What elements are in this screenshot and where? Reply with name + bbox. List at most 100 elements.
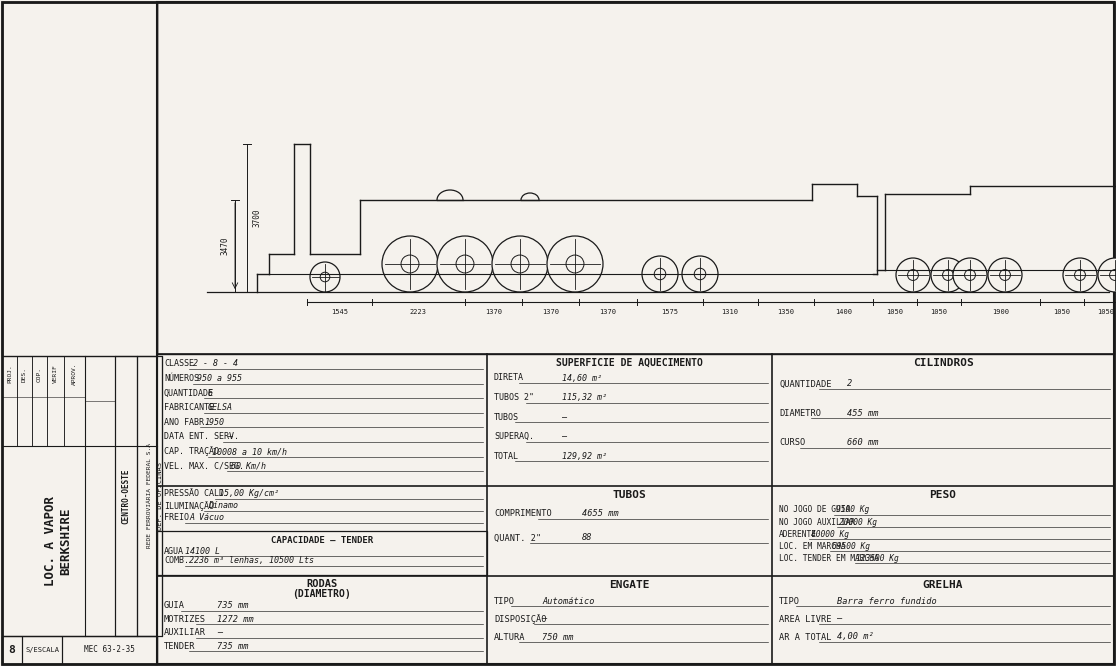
Text: A Vácuo: A Vácuo: [189, 513, 224, 522]
Text: 1310: 1310: [722, 309, 739, 315]
Text: 1575: 1575: [662, 309, 679, 315]
Circle shape: [642, 256, 679, 292]
Bar: [157, 2, 1114, 664]
Bar: [22, 636, 62, 664]
Text: NO JOGO AUXILIAR: NO JOGO AUXILIAR: [779, 517, 855, 527]
Circle shape: [1098, 258, 1116, 292]
Text: MOTRIZES: MOTRIZES: [164, 615, 206, 624]
Text: CAP. TRAÇÃO: CAP. TRAÇÃO: [164, 447, 219, 456]
Text: DEP. DE OFICINAS: DEP. DE OFICINAS: [156, 462, 163, 530]
Text: S/ESCALA: S/ESCALA: [25, 647, 59, 653]
Text: ENGATE: ENGATE: [609, 580, 650, 590]
Text: VEL. MAX. C/SEG.: VEL. MAX. C/SEG.: [164, 462, 244, 471]
Text: 1050: 1050: [1054, 309, 1070, 315]
Text: PROJ.: PROJ.: [7, 364, 12, 384]
Text: TUBOS: TUBOS: [494, 413, 519, 422]
Text: 4655 mm: 4655 mm: [583, 509, 618, 519]
Text: Automático: Automático: [542, 597, 595, 605]
Text: 1370: 1370: [599, 309, 617, 315]
Text: (DIAMETRO): (DIAMETRO): [292, 589, 352, 599]
Text: —: —: [227, 432, 232, 442]
Circle shape: [437, 236, 493, 292]
Text: NO JOGO DE GUIA: NO JOGO DE GUIA: [779, 505, 850, 515]
Text: AGUA: AGUA: [164, 547, 184, 556]
Circle shape: [694, 268, 705, 280]
Text: 20000 Kg: 20000 Kg: [839, 517, 877, 527]
Circle shape: [943, 270, 953, 280]
Text: ANO FABR.: ANO FABR.: [164, 418, 209, 427]
Text: 2 - 8 - 4: 2 - 8 - 4: [193, 360, 238, 368]
Circle shape: [953, 258, 987, 292]
Text: TIPO: TIPO: [494, 597, 514, 605]
Text: GUIA: GUIA: [164, 601, 185, 611]
Text: TIPO: TIPO: [779, 597, 800, 605]
Text: 735 mm: 735 mm: [217, 601, 249, 611]
Circle shape: [382, 236, 437, 292]
Text: 115,32 m²: 115,32 m²: [562, 393, 607, 402]
Text: DATA ENT. SERV.: DATA ENT. SERV.: [164, 432, 239, 442]
Text: Barra ferro fundido: Barra ferro fundido: [837, 597, 936, 605]
Bar: [137, 356, 162, 636]
Circle shape: [511, 255, 529, 273]
Bar: [157, 2, 1114, 354]
Circle shape: [547, 236, 603, 292]
Text: FREIO: FREIO: [164, 513, 189, 522]
Text: PRESSÃO CALD.: PRESSÃO CALD.: [164, 490, 229, 498]
Text: COMPRIMENTO: COMPRIMENTO: [494, 509, 551, 519]
Text: 123500 Kg: 123500 Kg: [856, 554, 899, 563]
Text: QUANT. 2": QUANT. 2": [494, 533, 541, 543]
Circle shape: [310, 262, 340, 292]
Text: 88: 88: [583, 533, 593, 543]
Text: FABRICANTE: FABRICANTE: [164, 404, 214, 412]
Text: AR A TOTAL: AR A TOTAL: [779, 633, 831, 641]
Text: GRELHA: GRELHA: [923, 580, 963, 590]
Circle shape: [896, 258, 930, 292]
Text: 40000 Kg: 40000 Kg: [811, 529, 849, 539]
Text: 14100 L: 14100 L: [185, 547, 220, 556]
Text: 9500 Kg: 9500 Kg: [836, 505, 868, 515]
Circle shape: [401, 255, 418, 273]
Circle shape: [492, 236, 548, 292]
Text: 455 mm: 455 mm: [847, 409, 878, 418]
Text: Dínamo: Dínamo: [208, 501, 238, 510]
Bar: [47, 356, 64, 446]
Text: RODAS: RODAS: [307, 579, 338, 589]
Text: QUANTIDADE: QUANTIDADE: [164, 389, 214, 398]
Text: SUPERAQ.: SUPERAQ.: [494, 432, 533, 442]
Circle shape: [1064, 258, 1097, 292]
Text: NÚMEROS: NÚMEROS: [164, 374, 199, 383]
Circle shape: [654, 268, 666, 280]
Text: —: —: [837, 615, 843, 623]
Text: 8: 8: [9, 645, 16, 655]
Text: TUBOS 2": TUBOS 2": [494, 393, 533, 402]
Bar: [85, 356, 115, 446]
Text: 1370: 1370: [485, 309, 502, 315]
Circle shape: [320, 272, 330, 282]
Bar: [32, 356, 47, 446]
Text: 1050: 1050: [930, 309, 947, 315]
Text: CLASSE: CLASSE: [164, 360, 194, 368]
Text: 735 mm: 735 mm: [217, 642, 249, 651]
Text: 2236 m³ lenhas, 10500 Lts: 2236 m³ lenhas, 10500 Lts: [189, 556, 314, 565]
Text: COMB.: COMB.: [164, 556, 189, 565]
Text: 750 mm: 750 mm: [542, 633, 574, 641]
Bar: [157, 531, 487, 575]
Text: LOC. A VAPOR
BERKSHIRE: LOC. A VAPOR BERKSHIRE: [45, 496, 73, 586]
Text: 2223: 2223: [410, 309, 426, 315]
Text: REDE FERROVIÁRIA FEDERAL S.A: REDE FERROVIÁRIA FEDERAL S.A: [147, 444, 152, 549]
Bar: [2, 2, 157, 356]
Text: CAPACIDADE – TENDER: CAPACIDADE – TENDER: [271, 536, 373, 545]
Circle shape: [1000, 270, 1010, 280]
Text: 950 a 955: 950 a 955: [196, 374, 241, 383]
Text: 3700: 3700: [252, 208, 261, 227]
Text: ALTURA: ALTURA: [494, 633, 526, 641]
Text: 129,92 m²: 129,92 m²: [562, 452, 607, 461]
Text: 1272 mm: 1272 mm: [217, 615, 253, 624]
Circle shape: [931, 258, 965, 292]
Text: TOTAL: TOTAL: [494, 452, 519, 461]
Bar: [62, 636, 157, 664]
Circle shape: [1109, 270, 1116, 280]
Text: —: —: [562, 432, 567, 442]
Text: ILUMINAÇÃO: ILUMINAÇÃO: [164, 501, 214, 511]
Text: 1370: 1370: [542, 309, 559, 315]
